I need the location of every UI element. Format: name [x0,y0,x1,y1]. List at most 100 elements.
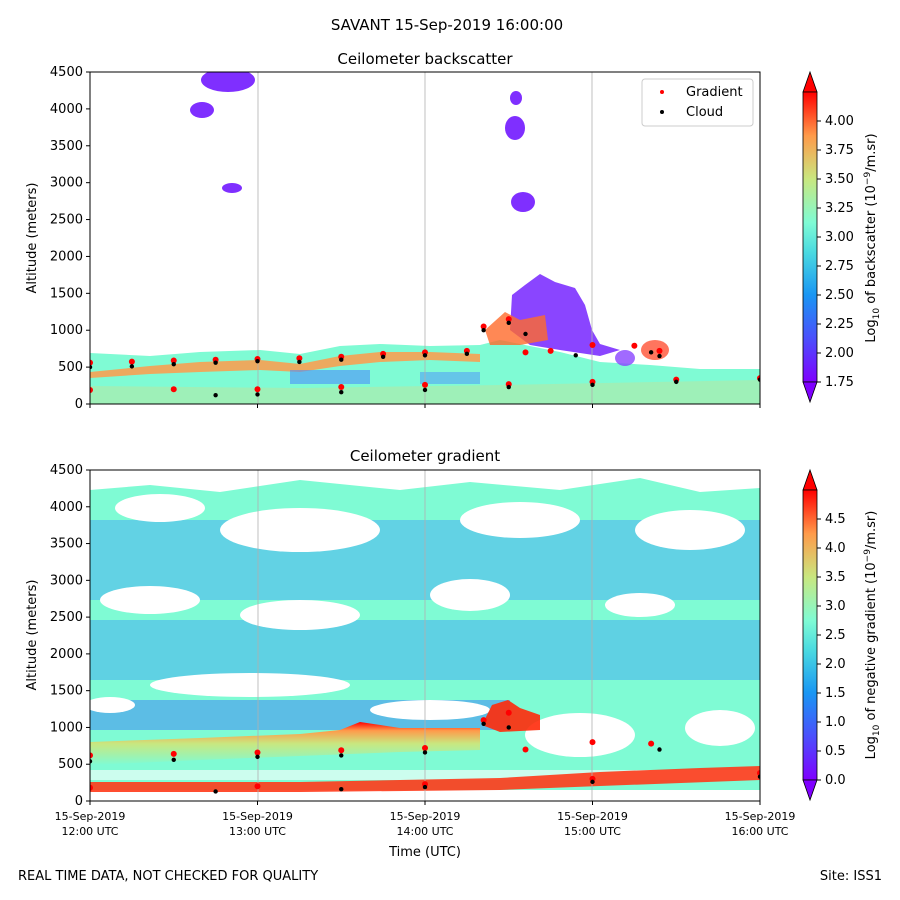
gradient-bl-band [90,722,480,765]
gradient-convective-band [482,700,540,732]
cloud-point [255,392,260,397]
y-tick-label: 1500 [50,684,83,699]
y-tick-label: 3500 [50,537,83,552]
gradient-clear-sky [100,586,200,614]
backscatter-colorbar-label: Log10 of backscatter (10−9/m.sr) [863,133,882,342]
gradient-clear-sky [460,502,580,538]
gradient-clear-sky [90,697,135,713]
cloud-point [339,787,344,792]
cloud-point [171,757,176,763]
backscatter-cloud-patch [505,116,525,140]
colorbar-tick-label: 1.75 [825,375,854,390]
backscatter-cloud-patch [190,102,214,118]
colorbar-tick-label: 2.5 [825,628,846,643]
cloud-point [757,377,760,382]
footer-site: Site: ISS1 [819,869,882,884]
gradient-point [90,784,93,791]
y-tick-label: 4500 [50,65,83,80]
backscatter-blue-patch [290,370,370,384]
gradient-point [589,341,596,348]
cloud-point [481,721,486,726]
legend-label-gradient: Gradient [686,85,743,100]
gradient-point [170,750,177,757]
gradient-point [422,745,428,752]
gradient-clear-sky [115,494,205,522]
cloud-point [523,331,528,337]
gradient-colorbar-label: Log10 of negative gradient (10−9/m.sr) [863,511,882,760]
legend-marker-gradient [660,90,664,94]
backscatter-cloud-patch [201,72,255,92]
gradient-clear-sky [685,710,755,746]
x-tick-label-date: 15-Sep-2019 [55,810,126,823]
gradient-point [90,752,93,759]
backscatter-title: Ceilometer backscatter [337,50,513,68]
legend: Gradient Cloud [641,78,754,127]
figure-suptitle: SAVANT 15-Sep-2019 16:00:00 [331,16,563,34]
cloud-point [422,784,428,790]
cloud-point [590,382,595,388]
gradient-point [422,381,428,388]
cloud-point [90,364,93,370]
colorbar-tick-label: 0.5 [825,744,846,759]
gradient-clear-sky [370,700,490,720]
cloud-point [757,774,760,779]
gradient-clear-sky [150,673,350,697]
x-tick-label-time: 16:00 UTC [731,825,788,838]
colorbar-extend-max [802,468,818,491]
y-tick-label: 2500 [50,610,83,625]
legend-frame [641,78,754,127]
y-tick-label: 4000 [50,500,83,515]
x-tick-label-date: 15-Sep-2019 [222,810,293,823]
colorbar-tick-label: 0.0 [825,773,846,788]
y-tick-label: 2500 [50,213,83,228]
x-tick-label-date: 15-Sep-2019 [390,810,461,823]
cloud-point [171,361,176,367]
gradient-clear-sky [635,510,745,550]
footer-disclaimer: REAL TIME DATA, NOT CHECKED FOR QUALITY [18,869,319,884]
cloud-point [422,353,428,358]
backscatter-x-axis [89,404,761,408]
gradient-point [128,358,135,365]
y-tick-label: 2000 [50,249,83,264]
colorbar-tick-label: 3.0 [825,599,846,614]
x-tick-label-time: 12:00 UTC [61,825,118,838]
gradient-markers [90,709,760,794]
colorbar-tick-label: 1.5 [825,686,846,701]
gradient-clear-sky [605,593,675,617]
gradient-point [631,342,638,349]
cloud-point [255,754,260,760]
gradient-point [480,717,487,724]
gradient-point [254,749,261,756]
y-tick-label: 1000 [50,323,83,338]
cloud-point [657,353,662,359]
y-tick-label: 3000 [50,176,83,191]
cloud-point [255,359,260,364]
gradient-point [656,347,663,354]
y-tick-label: 3000 [50,573,83,588]
colorbar-extend-min [802,381,818,404]
cloud-point [297,359,302,365]
gradient-point [254,783,261,790]
y-tick-label: 0 [75,794,83,809]
gradient-point [90,386,93,393]
cloud-point [380,354,386,359]
gradient-point [296,355,303,362]
backscatter-ylabel: Altitude (meters) [25,183,40,294]
gradient-xlabel: Time (UTC) [388,845,461,860]
gradient-y-axis: 0 500 1000 1500 2000 2500 3000 3500 4000 4500 [50,463,90,809]
y-tick-label: 500 [58,360,83,375]
colorbar-tick-label: 2.50 [825,288,854,303]
backscatter-cloud-patch [615,350,635,366]
colorbar-extend-max [802,70,818,93]
cloud-point [573,353,578,358]
colorbar-tick-label: 3.00 [825,230,854,245]
colorbar-tick-label: 3.75 [825,143,854,158]
colorbar-tick-label: 3.50 [825,172,854,187]
cloud-point [90,759,93,764]
backscatter-cloud-patch [641,340,669,360]
gradient-point [90,359,93,366]
colorbar-body [802,489,818,781]
colorbar-tick-label: 2.75 [825,259,854,274]
gradient-point [338,747,345,754]
